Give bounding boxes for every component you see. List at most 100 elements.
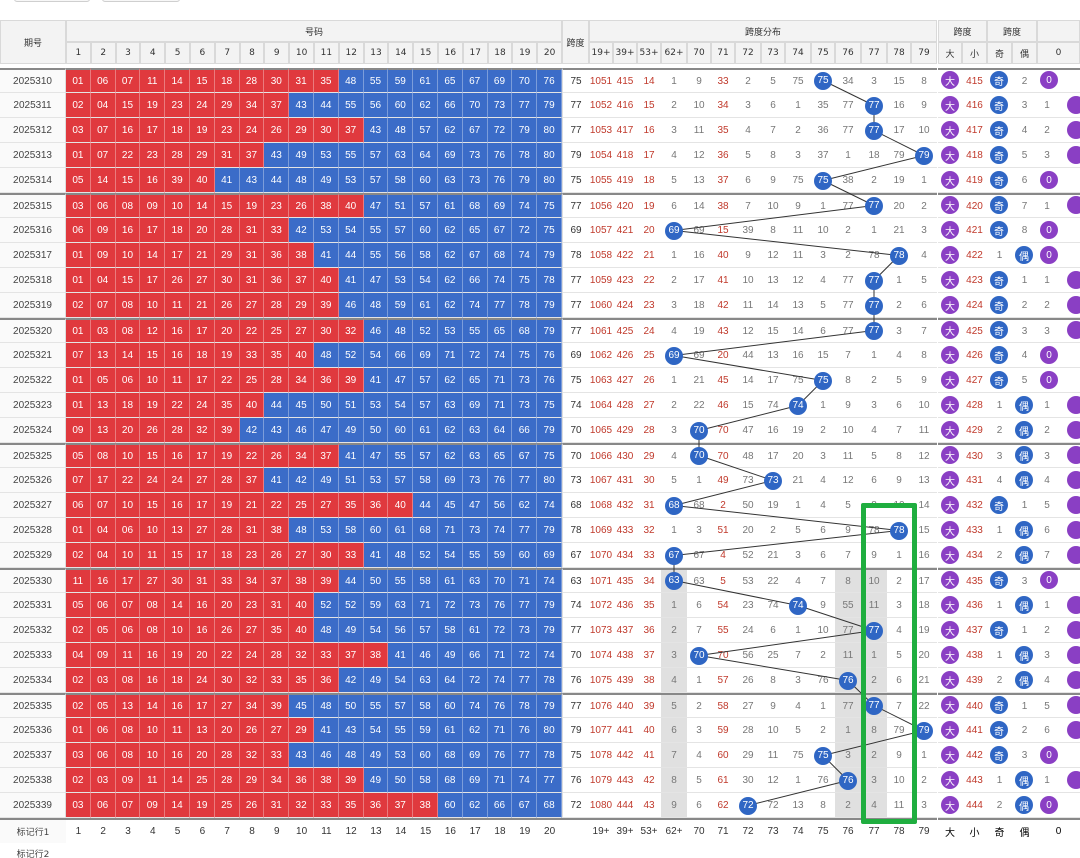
number-cell: 17 xyxy=(190,443,215,468)
number-cell: 60 xyxy=(413,218,438,243)
dist-counter: 25 xyxy=(637,343,661,368)
number-cell: 39 xyxy=(314,293,339,318)
number-cell: 63 xyxy=(462,443,488,468)
dist-cell: 69 xyxy=(687,218,711,243)
number-cell: 52 xyxy=(413,318,438,343)
number-cell: 22 xyxy=(264,493,290,518)
top-button-left[interactable] xyxy=(14,0,90,2)
number-cell: 80 xyxy=(537,718,562,743)
dist-cell: 8 xyxy=(911,68,937,93)
dist-counter: 434 xyxy=(613,543,637,568)
dist-cell: 19 xyxy=(761,493,785,518)
header-dist-col: 74 xyxy=(785,42,811,64)
span-ball: 69 xyxy=(665,221,683,240)
footer-dist: 39+ xyxy=(613,818,637,843)
number-cell: 24 xyxy=(190,393,215,418)
small-cell: 424 xyxy=(962,293,987,318)
last-count: 7 xyxy=(1037,543,1057,568)
number-cell: 66 xyxy=(512,418,538,443)
footer-number: 19 xyxy=(512,818,538,843)
dist-cell: 3 xyxy=(811,243,835,268)
dist-cell: 1 xyxy=(811,693,835,718)
dist-counter: 38 xyxy=(637,668,661,693)
dist-cell: 2 xyxy=(887,293,911,318)
span-ball: 76 xyxy=(839,771,857,790)
last-count: 4 xyxy=(1037,468,1057,493)
dist-cell: 77 xyxy=(835,618,861,643)
big-cell xyxy=(938,268,962,293)
dist-cell: 20 xyxy=(735,518,761,543)
number-cell: 39 xyxy=(338,368,364,393)
number-cell: 49 xyxy=(363,768,389,793)
row-period: 2025313 xyxy=(0,143,66,168)
dist-cell: 12 xyxy=(735,318,761,343)
dist-cell: 5 xyxy=(661,168,687,193)
number-cell: 29 xyxy=(214,243,240,268)
dist-counter: 16 xyxy=(637,118,661,143)
top-button-right[interactable] xyxy=(102,0,180,2)
number-cell: 36 xyxy=(264,243,290,268)
number-cell: 78 xyxy=(537,743,562,768)
odd-cell xyxy=(987,293,1012,318)
number-cell: 34 xyxy=(264,768,290,793)
row-period: 2025311 xyxy=(0,93,66,118)
even-cell xyxy=(1012,393,1037,418)
dist-cell: 52 xyxy=(735,543,761,568)
dist-cell: 15 xyxy=(811,343,835,368)
even-count: 2 xyxy=(1012,718,1037,743)
header-dist-col: 77 xyxy=(861,42,887,64)
dist-cell: 35 xyxy=(811,93,835,118)
number-cell: 05 xyxy=(90,693,116,718)
number-cell: 50 xyxy=(338,693,364,718)
number-cell: 73 xyxy=(512,368,538,393)
dist-counter: 36 xyxy=(637,618,661,643)
number-cell: 46 xyxy=(413,643,438,668)
number-cell: 58 xyxy=(338,518,364,543)
number-cell: 29 xyxy=(239,768,265,793)
header-even: 偶 xyxy=(1012,42,1037,64)
big-ball: 大 xyxy=(941,746,959,764)
odd-count: 2 xyxy=(987,543,1012,568)
number-cell: 47 xyxy=(388,368,414,393)
dist-cell: 54 xyxy=(711,593,735,618)
dist-cell: 2 xyxy=(861,168,887,193)
dist-cell: 11 xyxy=(887,793,911,818)
number-cell: 17 xyxy=(190,318,215,343)
odd-cell xyxy=(987,118,1012,143)
footer-number: 9 xyxy=(264,818,290,843)
number-cell: 18 xyxy=(165,218,190,243)
number-cell: 10 xyxy=(115,443,141,468)
last-cell xyxy=(1057,443,1080,468)
number-cell: 79 xyxy=(537,618,562,643)
number-cell: 37 xyxy=(264,93,290,118)
even-ball: 偶 xyxy=(1015,796,1033,814)
footer-dist: 76 xyxy=(835,818,861,843)
number-cell: 57 xyxy=(363,168,389,193)
dist-counter: 1053 xyxy=(589,118,613,143)
number-cell: 27 xyxy=(214,693,240,718)
purple-edge-ball xyxy=(1067,96,1080,114)
small-cell: 425 xyxy=(962,318,987,343)
number-cell: 73 xyxy=(462,168,488,193)
span-ball: 70 xyxy=(690,421,708,440)
number-cell: 22 xyxy=(239,443,265,468)
number-cell: 32 xyxy=(239,743,265,768)
even-cell xyxy=(1012,443,1037,468)
number-cell: 35 xyxy=(338,793,364,818)
number-cell: 22 xyxy=(239,318,265,343)
number-cell: 49 xyxy=(314,468,339,493)
number-cell: 13 xyxy=(90,343,116,368)
number-cell: 15 xyxy=(140,343,166,368)
highlight-box xyxy=(861,503,917,824)
number-cell: 26 xyxy=(214,293,240,318)
dist-cell: 11 xyxy=(785,243,811,268)
number-cell: 29 xyxy=(289,718,314,743)
dist-cell: 1 xyxy=(661,368,687,393)
row-period: 2025332 xyxy=(0,618,66,643)
span-cell: 76 xyxy=(562,668,589,693)
dist-cell: 55 xyxy=(711,618,735,643)
number-cell: 18 xyxy=(165,118,190,143)
span-ball: 76 xyxy=(839,671,857,690)
dist-cell: 1 xyxy=(911,168,937,193)
number-cell: 02 xyxy=(66,693,91,718)
